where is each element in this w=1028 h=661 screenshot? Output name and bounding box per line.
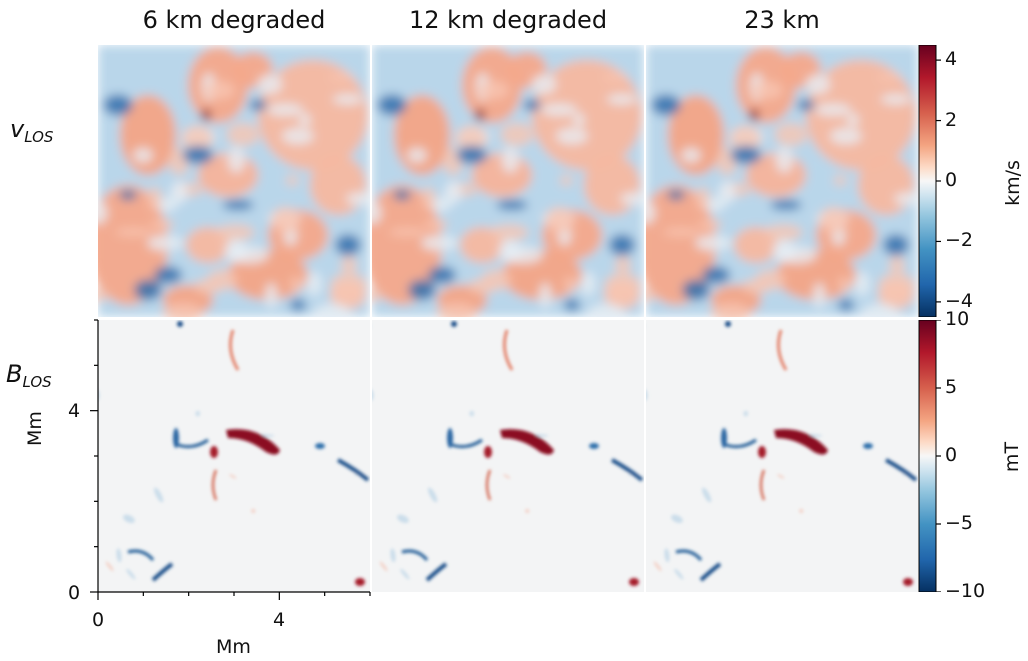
x-tick-label-4: 4 <box>273 609 286 631</box>
colorbar-vlos-label: km/s <box>1001 160 1024 206</box>
heatmap-blos-23km <box>646 320 918 592</box>
y-tick-label-0: 0 <box>68 582 81 604</box>
y-axis-title: Mm <box>24 411 46 446</box>
colorbar-blos <box>918 320 941 592</box>
colorbar-tick-label: 4 <box>945 48 958 71</box>
row-label-blos: BLOS <box>6 360 52 391</box>
heatmap-vlos-23km <box>646 45 918 317</box>
heatmap-vlos-12km <box>372 45 644 317</box>
colorbar-tick-label: 0 <box>945 444 958 466</box>
x-tick-label-0: 0 <box>92 609 105 631</box>
y-tick-label-4: 4 <box>68 400 81 422</box>
row-label-vlos: vLOS <box>10 115 54 146</box>
colorbar-tick-label: 5 <box>945 376 958 398</box>
colorbar-vlos <box>918 45 941 317</box>
colorbar-tick-label: −2 <box>945 229 974 252</box>
column-title-6km: 6 km degraded <box>142 6 326 34</box>
colorbar-tick-label: 2 <box>945 108 958 131</box>
colorbar-blos-label: mT <box>1001 441 1024 473</box>
colorbar-tick-label: 0 <box>945 169 958 191</box>
colorbar-tick-label: −4 <box>945 289 974 312</box>
x-axis-title: Mm <box>216 636 251 658</box>
axes-bottom-left <box>90 319 371 600</box>
heatmap-blos-12km <box>372 320 644 592</box>
column-title-23km: 23 km <box>744 6 820 34</box>
colorbar-tick-label: −10 <box>945 580 986 602</box>
heatmap-blos-6km <box>98 320 370 592</box>
colorbar-tick-label: −5 <box>945 512 974 534</box>
heatmap-vlos-6km <box>98 45 370 317</box>
column-title-12km: 12 km degraded <box>408 6 608 34</box>
colorbar-tick-label: 10 <box>945 308 970 330</box>
